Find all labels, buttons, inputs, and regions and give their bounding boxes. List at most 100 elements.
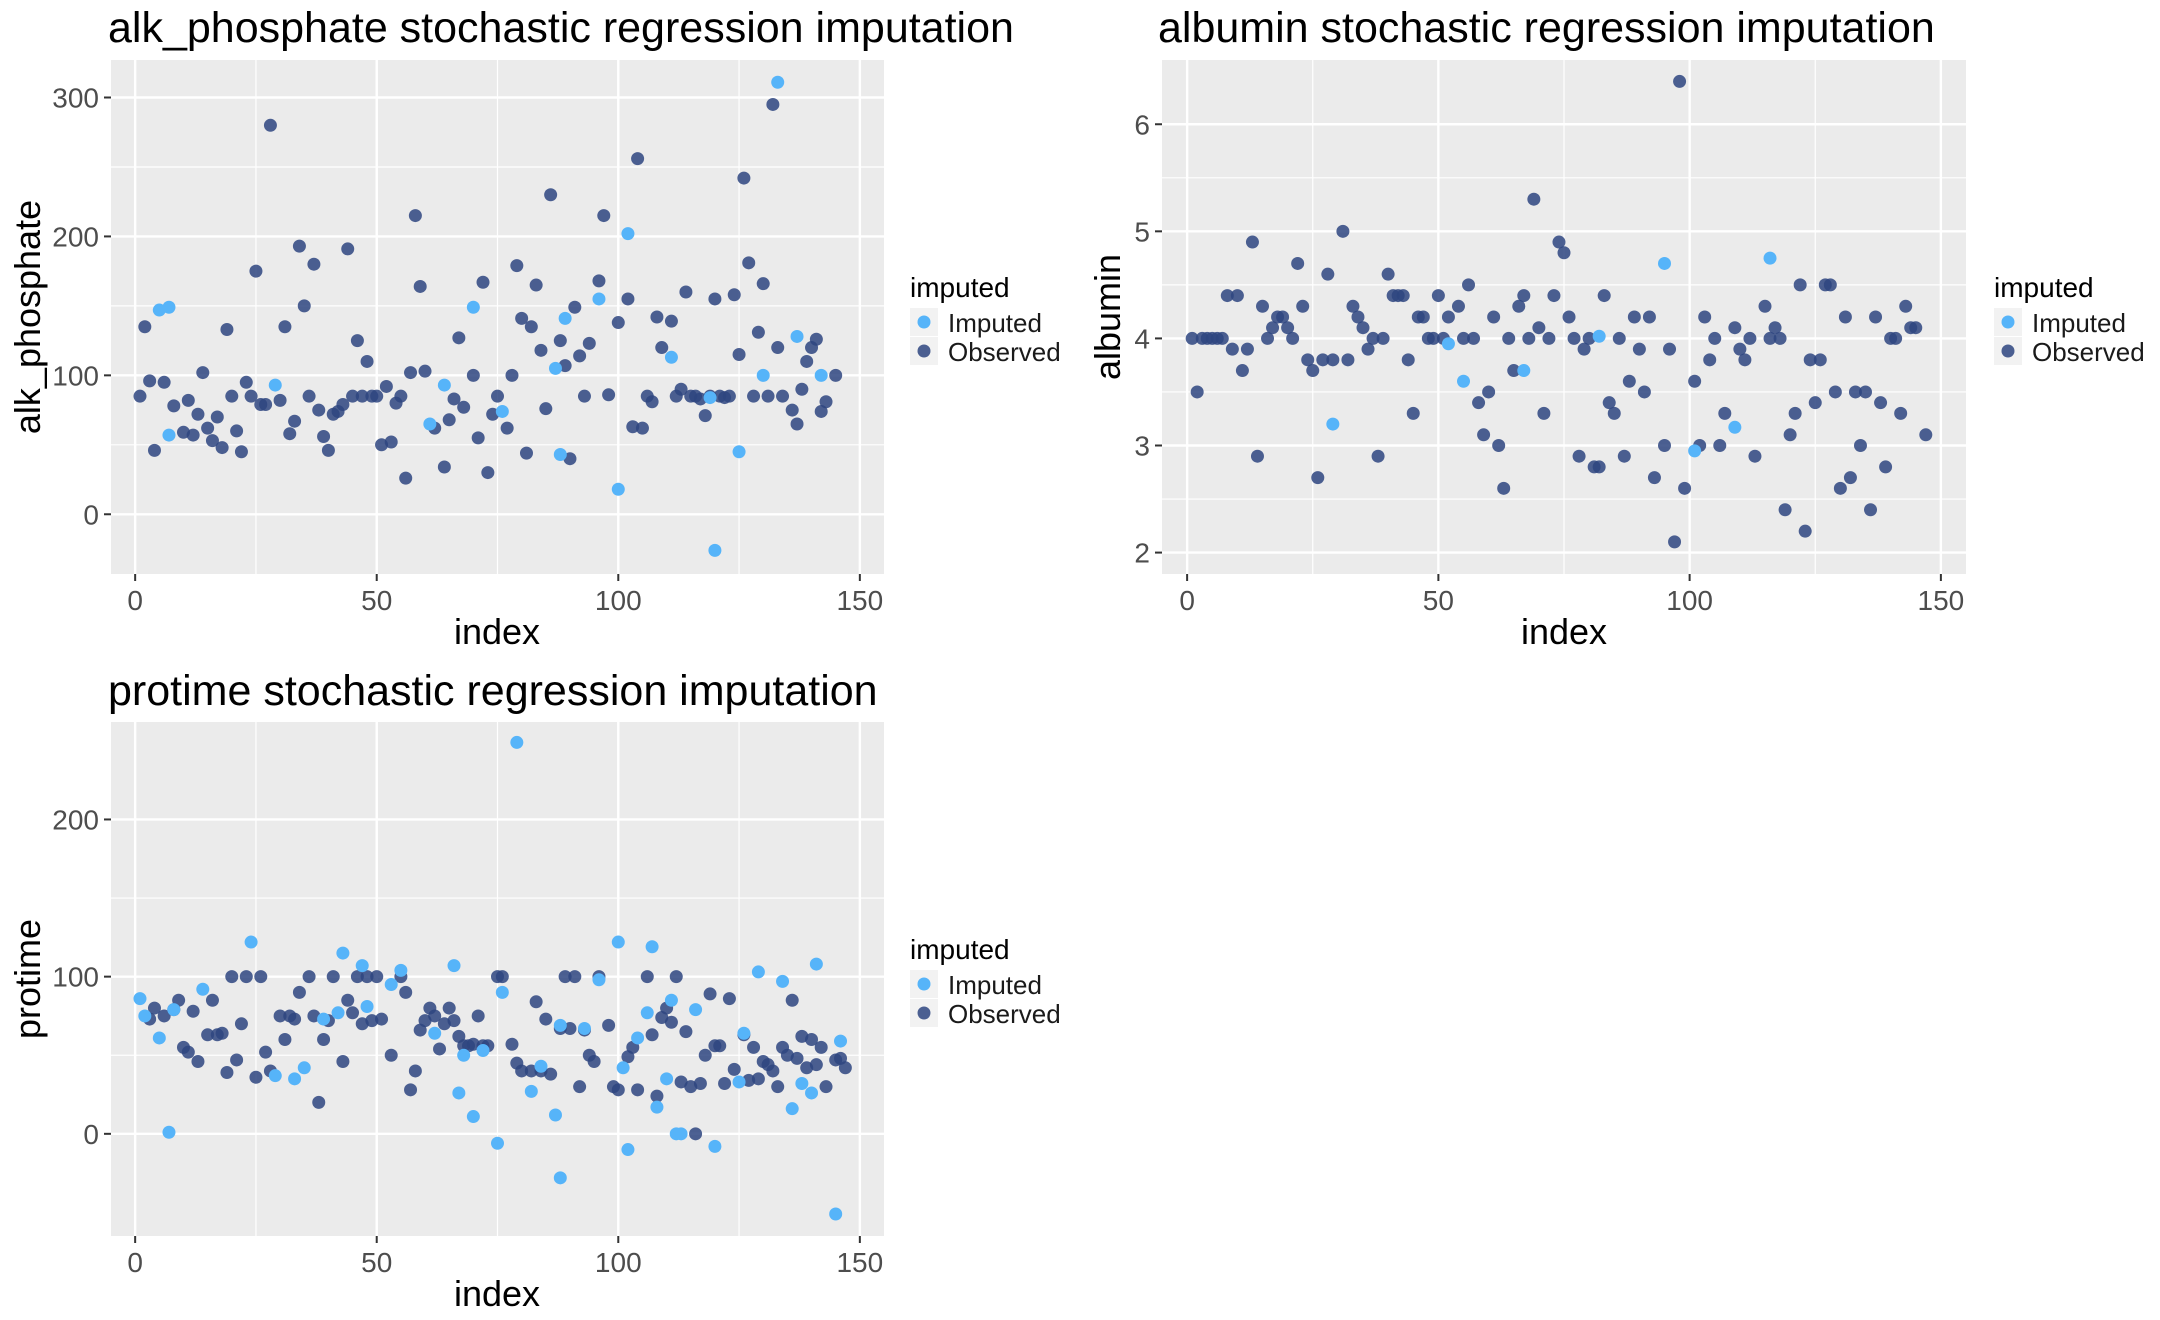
observed-point [645, 1028, 659, 1042]
observed-point [1517, 289, 1531, 303]
observed-point [795, 382, 809, 396]
observed-point [1833, 481, 1847, 495]
observed-point [360, 970, 374, 984]
observed-point [1431, 289, 1445, 303]
observed-point [809, 332, 823, 346]
imputed-point [466, 300, 480, 314]
observed-point [1728, 321, 1742, 335]
observed-point [1296, 299, 1310, 313]
observed-point [230, 424, 244, 438]
observed-point [273, 393, 287, 407]
observed-point [1597, 289, 1611, 303]
x-axis-title: index [454, 611, 540, 652]
observed-point [771, 341, 785, 355]
imputed-point [776, 974, 790, 988]
observed-point [1808, 396, 1822, 410]
imputed-point [331, 1006, 345, 1020]
observed-point [1557, 246, 1571, 260]
observed-point [1889, 331, 1903, 345]
observed-point [157, 1009, 171, 1023]
observed-point [761, 389, 775, 403]
x-tick-label: 150 [836, 1247, 883, 1278]
observed-point [481, 466, 495, 480]
imputed-point [423, 417, 437, 431]
x-tick-label: 0 [1179, 585, 1195, 616]
legend-key-observed [2001, 344, 2015, 358]
observed-point [1813, 353, 1827, 367]
legend: imputed Imputed Observed [1994, 272, 2145, 367]
observed-point [1291, 256, 1305, 270]
observed-point [1763, 331, 1777, 345]
observed-point [742, 1073, 756, 1087]
observed-point [727, 288, 741, 302]
observed-point [1512, 299, 1526, 313]
observed-point [1698, 310, 1712, 324]
observed-point [1848, 385, 1862, 399]
imputed-point [809, 957, 823, 971]
legend-label-observed: Observed [2032, 337, 2145, 367]
observed-point [650, 1089, 664, 1103]
imputed-point [1658, 256, 1671, 270]
observed-point [220, 1066, 234, 1080]
observed-point [611, 1083, 625, 1097]
observed-point [1768, 321, 1782, 335]
observed-point [186, 1004, 200, 1018]
observed-point [346, 1006, 360, 1020]
observed-point [1311, 471, 1325, 485]
y-axis-title: protime [7, 919, 48, 1039]
y-tick-label: 0 [83, 1119, 99, 1150]
observed-point [133, 389, 147, 403]
observed-point [1894, 406, 1908, 420]
observed-point [1733, 342, 1747, 356]
observed-point [1301, 353, 1315, 367]
imputed-point [645, 940, 659, 954]
observed-point [626, 420, 640, 434]
observed-point [452, 331, 466, 345]
imputed-point [790, 329, 804, 343]
y-tick-label: 6 [1134, 109, 1150, 140]
observed-point [1527, 192, 1541, 206]
observed-point [196, 366, 210, 380]
observed-point [674, 382, 688, 396]
imputed-point [631, 1031, 645, 1045]
observed-point [1823, 278, 1837, 292]
observed-point [292, 985, 306, 999]
imputed-point [751, 965, 765, 979]
imputed-point [152, 1031, 166, 1045]
y-tick-label: 3 [1134, 431, 1150, 462]
imputed-point [834, 1034, 848, 1048]
observed-point [230, 1053, 244, 1067]
observed-point [215, 441, 229, 455]
observed-point [708, 292, 722, 306]
x-tick-label: 100 [1666, 585, 1713, 616]
observed-point [418, 1014, 432, 1028]
observed-point [790, 417, 804, 431]
observed-point [321, 443, 335, 457]
observed-point [524, 320, 538, 334]
observed-point [785, 403, 799, 417]
observed-point [1843, 471, 1857, 485]
observed-point [1793, 278, 1807, 292]
observed-point [259, 398, 273, 412]
observed-point [1678, 481, 1692, 495]
observed-point [1235, 364, 1249, 378]
observed-point [505, 1037, 519, 1051]
observed-point [1703, 353, 1717, 367]
observed-point [587, 1055, 601, 1069]
observed-point [433, 1042, 447, 1056]
observed-point [1477, 428, 1491, 442]
observed-point [1743, 331, 1757, 345]
imputed-point [674, 1127, 688, 1141]
observed-point [350, 970, 364, 984]
imputed-point [524, 1084, 538, 1098]
observed-point [1828, 385, 1842, 399]
observed-point [1462, 278, 1476, 292]
observed-point [346, 389, 360, 403]
observed-point [747, 1040, 761, 1054]
observed-point [1381, 267, 1395, 281]
imputed-point [428, 1026, 442, 1040]
observed-point [1256, 299, 1269, 313]
observed-point [790, 1051, 804, 1065]
observed-point [1336, 224, 1350, 238]
legend-label-observed: Observed [948, 337, 1061, 367]
